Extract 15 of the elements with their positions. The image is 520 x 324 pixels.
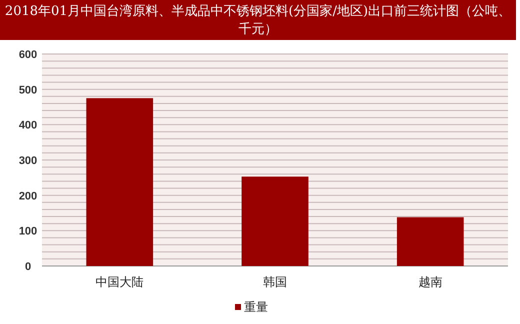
y-tick-label: 200 bbox=[18, 190, 38, 202]
y-tick-label: 600 bbox=[18, 49, 38, 61]
y-tick-label: 500 bbox=[18, 84, 38, 96]
y-tick-label: 0 bbox=[24, 261, 32, 273]
y-tick-label: 400 bbox=[18, 120, 38, 132]
bar bbox=[242, 176, 308, 266]
bar bbox=[396, 217, 464, 266]
chart-title: 2018年01月中国台湾原料、半成品中不锈钢坯料(分国家/地区)出口前三统计图（公吨、千元） bbox=[0, 0, 516, 40]
bar bbox=[86, 98, 154, 266]
y-tick-label: 300 bbox=[18, 155, 38, 167]
x-tick-label: 中国大陆 bbox=[96, 275, 144, 289]
y-tick-label: 100 bbox=[18, 226, 38, 238]
x-tick-label: 韩国 bbox=[263, 275, 287, 289]
legend-label: 重量 bbox=[244, 300, 268, 314]
x-tick-label: 越南 bbox=[418, 275, 442, 289]
